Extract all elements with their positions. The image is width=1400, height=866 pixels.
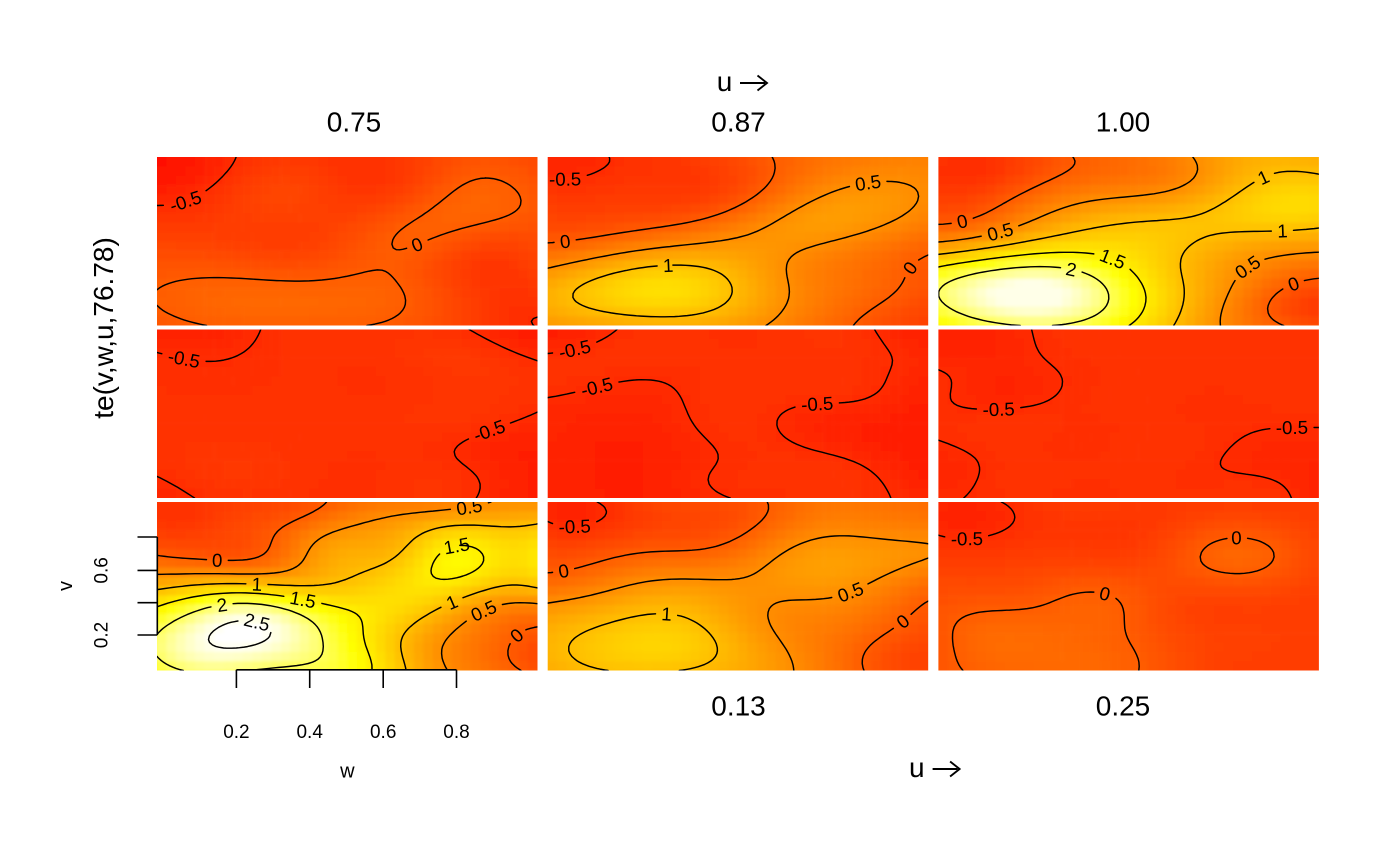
svg-text:0.8: 0.8	[443, 722, 469, 743]
svg-text:-0.5: -0.5	[951, 528, 984, 550]
svg-text:u: u	[717, 66, 733, 97]
svg-text:0.87: 0.87	[711, 106, 766, 137]
svg-text:1.5: 1.5	[288, 587, 317, 612]
svg-text:1.00: 1.00	[1096, 106, 1151, 137]
svg-text:1.5: 1.5	[442, 533, 471, 558]
svg-text:v: v	[55, 581, 77, 591]
svg-text:-0.5: -0.5	[558, 515, 591, 537]
svg-text:0.6: 0.6	[370, 722, 396, 743]
svg-text:0.5: 0.5	[854, 171, 883, 195]
svg-text:-0.5: -0.5	[549, 168, 582, 190]
svg-text:0: 0	[559, 230, 572, 252]
svg-text:0: 0	[212, 550, 223, 571]
svg-text:0.2: 0.2	[223, 722, 249, 743]
svg-text:2: 2	[215, 594, 228, 616]
svg-text:0.25: 0.25	[1096, 691, 1151, 722]
svg-text:0.6: 0.6	[92, 557, 113, 583]
svg-text:1: 1	[251, 574, 262, 595]
svg-text:0: 0	[1097, 582, 1112, 605]
svg-text:-0.5: -0.5	[1276, 417, 1309, 439]
svg-text:1: 1	[663, 255, 674, 276]
svg-text:-0.5: -0.5	[982, 398, 1015, 420]
svg-text:w: w	[339, 761, 355, 783]
svg-text:te(v,w,u,76.78): te(v,w,u,76.78)	[88, 237, 119, 419]
svg-text:-0.5: -0.5	[801, 392, 834, 415]
svg-text:0.5: 0.5	[455, 495, 484, 520]
svg-text:u: u	[909, 752, 925, 783]
svg-text:0.2: 0.2	[92, 622, 113, 648]
svg-text:0.75: 0.75	[327, 106, 382, 137]
svg-text:0: 0	[557, 560, 571, 582]
svg-text:1: 1	[1277, 220, 1288, 241]
svg-text:2: 2	[1064, 258, 1078, 281]
svg-text:1: 1	[661, 603, 673, 625]
svg-text:0.4: 0.4	[296, 722, 323, 743]
svg-text:0: 0	[955, 210, 970, 233]
svg-text:0: 0	[1231, 527, 1242, 548]
svg-text:0.13: 0.13	[711, 691, 766, 722]
